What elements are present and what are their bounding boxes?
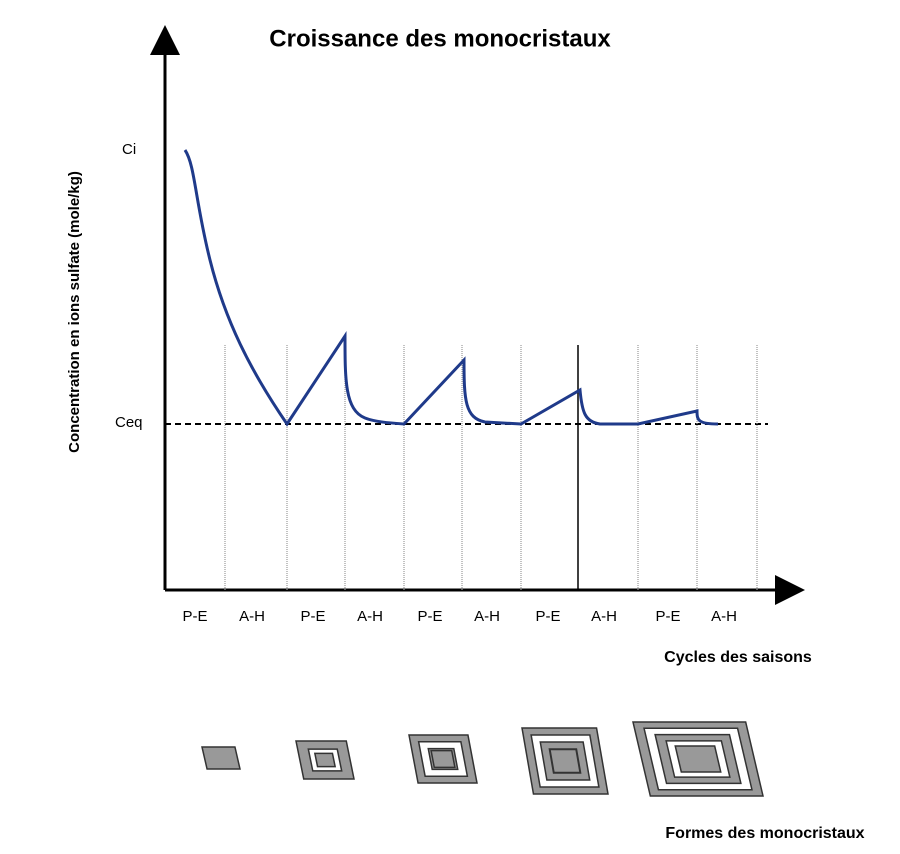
y-label: Ceq <box>115 414 143 431</box>
y-label: Ci <box>122 141 136 158</box>
x-axis-label: Cycles des saisons <box>664 649 812 666</box>
y-axis-label: Concentration en ions sulfate (mole/kg) <box>66 171 83 453</box>
crystal-layer <box>430 749 456 769</box>
title: Croissance des monocristaux <box>269 25 611 52</box>
x-label: P-E <box>300 608 325 625</box>
x-label: A-H <box>474 608 500 625</box>
x-label: A-H <box>711 608 737 625</box>
x-label: P-E <box>417 608 442 625</box>
x-label: P-E <box>182 608 207 625</box>
x-label: P-E <box>535 608 560 625</box>
x-label: A-H <box>357 608 383 625</box>
x-label: A-H <box>239 608 265 625</box>
crystals <box>201 721 764 797</box>
concentration-curve <box>183 149 719 427</box>
crystal-layer <box>313 752 337 768</box>
x-label: A-H <box>591 608 617 625</box>
crystal-layer <box>549 748 581 774</box>
x-labels: P-E A-H P-E A-H P-E A-H P-E A-H P-E A-H <box>182 608 736 625</box>
x-label: P-E <box>655 608 680 625</box>
shapes-label: Formes des monocristaux <box>665 825 864 842</box>
crystal-layer <box>201 746 241 770</box>
crystal-layer <box>674 745 722 773</box>
season-dividers <box>224 345 758 590</box>
